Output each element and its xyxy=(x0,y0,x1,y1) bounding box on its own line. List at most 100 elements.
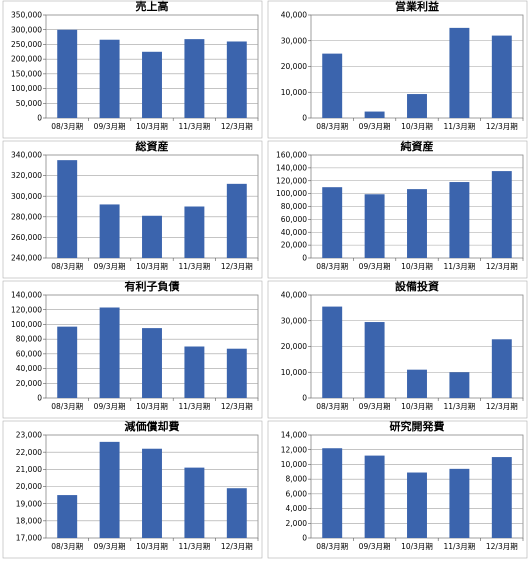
bar xyxy=(364,455,385,538)
chart-svg-3: 総資産 240,000 260,000 280,000 300,000 320,000 34… xyxy=(2,139,263,279)
bar xyxy=(407,472,427,538)
y-tick-label: 100,000 xyxy=(11,84,42,93)
y-tick-label: 280,000 xyxy=(11,212,42,221)
category-label: 11/3月期 xyxy=(178,122,210,131)
category-label: 12/3月期 xyxy=(486,542,518,551)
bar xyxy=(226,41,247,118)
category-label: 09/3月期 xyxy=(94,122,126,131)
y-tick-label: 10,000 xyxy=(281,460,307,469)
y-tick-label: 120,000 xyxy=(11,305,42,314)
bar xyxy=(449,27,470,118)
chart-title: 有利子負債 xyxy=(125,279,180,293)
bar xyxy=(184,39,205,119)
category-label: 08/3月期 xyxy=(51,122,83,131)
category-label: 08/3月期 xyxy=(316,262,348,271)
chart-title: 純資産 xyxy=(401,139,434,153)
bar xyxy=(449,468,470,538)
category-label: 08/3月期 xyxy=(51,542,83,551)
category-label: 11/3月期 xyxy=(443,542,475,551)
bar xyxy=(184,467,205,538)
bar xyxy=(57,326,78,398)
category-label: 10/3月期 xyxy=(136,262,168,271)
y-tick-label: 100,000 xyxy=(276,189,307,198)
category-label: 12/3月期 xyxy=(486,122,518,131)
chart-svg-5: 有利子負債 0 20,000 40,000 60,000 80,000 100,000 120… xyxy=(2,279,263,419)
category-label: 08/3月期 xyxy=(316,402,348,411)
y-tick-label: 260,000 xyxy=(11,233,42,242)
chart-title: 売上高 xyxy=(136,0,169,13)
category-label: 10/3月期 xyxy=(401,262,433,271)
y-tick-label: 40,000 xyxy=(16,364,42,373)
y-tick-label: 20,000 xyxy=(281,342,307,351)
chart-title: 研究開発費 xyxy=(390,419,445,433)
category-label: 10/3月期 xyxy=(401,402,433,411)
category-label: 09/3月期 xyxy=(94,262,126,271)
bar xyxy=(322,306,343,398)
y-tick-label: 240,000 xyxy=(11,254,42,263)
category-label: 10/3月期 xyxy=(401,122,433,131)
chart-svg-8: 研究開発費 0 2,000 4,000 6,000 8,000 10,000 12,000 14… xyxy=(267,419,528,559)
bar xyxy=(322,53,343,118)
category-label: 11/3月期 xyxy=(178,542,210,551)
bar xyxy=(449,372,470,398)
y-tick-label: 23,000 xyxy=(16,431,42,440)
y-tick-label: 40,000 xyxy=(281,291,307,300)
y-tick-label: 0 xyxy=(302,254,307,263)
y-tick-label: 20,000 xyxy=(16,379,42,388)
bar xyxy=(184,206,205,258)
category-label: 10/3月期 xyxy=(136,122,168,131)
chart-border xyxy=(2,280,263,419)
category-label: 10/3月期 xyxy=(136,542,168,551)
y-tick-label: 19,000 xyxy=(16,499,42,508)
category-label: 09/3月期 xyxy=(359,402,391,411)
y-tick-label: 8,000 xyxy=(286,475,308,484)
bar xyxy=(226,488,247,538)
y-tick-label: 50,000 xyxy=(16,99,42,108)
bar xyxy=(99,307,120,398)
y-tick-label: 17,000 xyxy=(16,534,42,543)
chart-panel-2: 営業利益 0 10,000 20,000 30,000 40,000 08/3月期 09/3月… xyxy=(265,0,530,140)
bar xyxy=(491,171,512,258)
category-label: 08/3月期 xyxy=(51,262,83,271)
bar xyxy=(57,160,78,258)
bar xyxy=(226,348,247,398)
chart-panel-4: 純資産 0 20,000 40,000 60,000 80,000 100,000 120,0… xyxy=(265,139,530,280)
category-label: 08/3月期 xyxy=(316,122,348,131)
bar xyxy=(226,183,247,258)
y-tick-label: 150,000 xyxy=(11,69,42,78)
y-tick-label: 20,000 xyxy=(16,482,42,491)
category-label: 08/3月期 xyxy=(316,542,348,551)
category-label: 08/3月期 xyxy=(51,402,83,411)
y-tick-label: 18,000 xyxy=(16,516,42,525)
bar xyxy=(57,495,78,538)
category-label: 12/3月期 xyxy=(221,542,253,551)
y-tick-label: 140,000 xyxy=(11,291,42,300)
y-tick-label: 2,000 xyxy=(286,519,308,528)
bar xyxy=(142,448,162,538)
bar xyxy=(142,51,162,118)
bar xyxy=(184,346,205,398)
y-tick-label: 80,000 xyxy=(281,202,307,211)
y-tick-label: 40,000 xyxy=(281,228,307,237)
chart-border xyxy=(267,280,528,419)
y-tick-label: 10,000 xyxy=(281,368,307,377)
chart-panel-1: 売上高 0 50,000 100,000 150,000 200,000 250,000 30… xyxy=(0,0,265,140)
y-tick-label: 0 xyxy=(302,114,307,123)
bar xyxy=(407,369,427,398)
bar xyxy=(142,215,162,258)
y-tick-label: 340,000 xyxy=(11,151,42,160)
bar xyxy=(364,322,385,398)
y-tick-label: 320,000 xyxy=(11,171,42,180)
y-tick-label: 30,000 xyxy=(281,36,307,45)
bar xyxy=(364,111,385,118)
y-tick-label: 60,000 xyxy=(16,349,42,358)
y-tick-label: 350,000 xyxy=(11,11,42,20)
chart-svg-4: 純資産 0 20,000 40,000 60,000 80,000 100,000 120,0… xyxy=(267,139,528,279)
chart-border xyxy=(267,420,528,559)
y-tick-label: 30,000 xyxy=(281,316,307,325)
chart-title: 営業利益 xyxy=(395,0,439,13)
y-tick-label: 6,000 xyxy=(286,489,308,498)
category-label: 09/3月期 xyxy=(359,262,391,271)
chart-title: 設備投資 xyxy=(395,279,439,293)
bar xyxy=(99,204,120,258)
